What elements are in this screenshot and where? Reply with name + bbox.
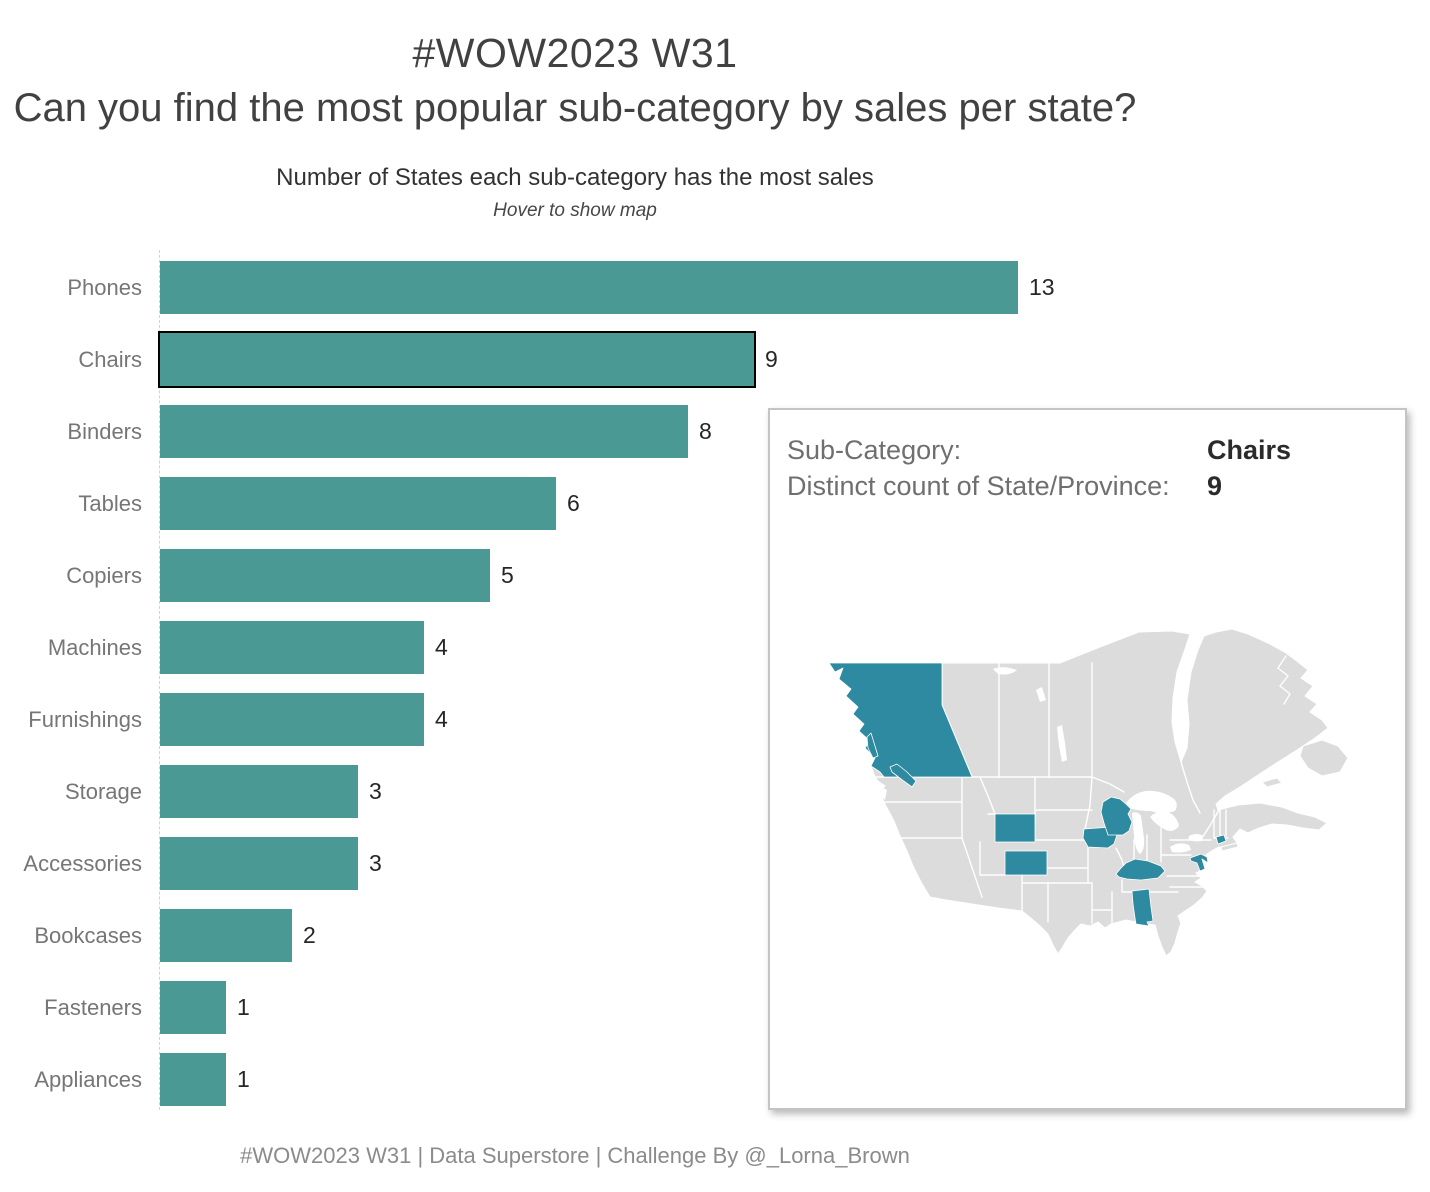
- page-title: #WOW2023 W31: [412, 30, 738, 76]
- bar-machines[interactable]: [160, 621, 424, 674]
- bar-fasteners[interactable]: [160, 981, 226, 1034]
- bar-row: Chairs 9: [0, 331, 1430, 388]
- map-region-british-columbia: [828, 662, 973, 778]
- category-label: Phones: [67, 274, 142, 300]
- map-region-wyoming: [994, 813, 1036, 843]
- value-label: 3: [369, 778, 382, 804]
- tooltip-row: Sub-Category: Chairs: [787, 432, 1395, 468]
- bar-row: Machines 4: [0, 621, 1430, 674]
- bar-row: Binders 8: [0, 405, 1430, 458]
- axis-baseline: [159, 250, 160, 1110]
- map-island-anticosti: [1261, 777, 1283, 788]
- bar-appliances[interactable]: [160, 1053, 226, 1106]
- map-region-alabama: [1131, 888, 1154, 927]
- value-label: 5: [501, 562, 514, 588]
- bar-row: Storage 3: [0, 765, 1430, 818]
- map-region-wisconsin: [1100, 796, 1133, 836]
- footer-caption: #WOW2023 W31 | Data Superstore | Challen…: [240, 1143, 910, 1168]
- category-label: Copiers: [66, 562, 142, 588]
- map-region-kentucky: [1115, 858, 1166, 881]
- value-label: 6: [567, 490, 580, 516]
- bar-accessories[interactable]: [160, 837, 358, 890]
- value-label: 8: [699, 418, 712, 444]
- category-label: Storage: [64, 778, 142, 804]
- map-region-vancouver-island: [889, 763, 917, 788]
- bar-furnishings[interactable]: [160, 693, 424, 746]
- value-label: 4: [435, 706, 448, 732]
- category-label: Machines: [47, 634, 142, 660]
- lake-reindeer: [1036, 687, 1046, 702]
- value-label: 9: [765, 346, 778, 372]
- map-region-colorado: [1004, 850, 1048, 876]
- north-america-map: [828, 628, 1349, 957]
- bar-copiers[interactable]: [160, 549, 490, 602]
- map-region-connecticut: [1215, 834, 1227, 845]
- bar-row: Fasteners 1: [0, 981, 1430, 1034]
- lake-michigan: [1132, 812, 1145, 854]
- bar-row: Appliances 1: [0, 1053, 1430, 1106]
- tooltip-value: 9: [1207, 470, 1223, 501]
- bar-row: Tables 6: [0, 477, 1430, 530]
- bar-row: Furnishings 4: [0, 693, 1430, 746]
- category-label: Binders: [67, 418, 142, 444]
- value-label: 13: [1029, 274, 1055, 300]
- lake-huron: [1150, 811, 1179, 831]
- tooltip-label: Sub-Category:: [787, 434, 962, 465]
- category-label: Appliances: [34, 1066, 142, 1092]
- bar-row: Accessories 3: [0, 837, 1430, 890]
- tooltip-value: Chairs: [1207, 434, 1292, 465]
- map-island-newfoundland: [1299, 739, 1349, 777]
- tooltip-label: Distinct count of State/Province:: [787, 470, 1170, 501]
- bar-row: Copiers 5: [0, 549, 1430, 602]
- value-label: 2: [303, 922, 316, 948]
- lake-superior: [1124, 790, 1177, 813]
- category-label: Chairs: [78, 346, 142, 372]
- bar-row: Phones 13: [0, 261, 1430, 314]
- bar-storage[interactable]: [160, 765, 358, 818]
- chart-title: Number of States each sub-category has t…: [276, 164, 874, 191]
- bar-binders[interactable]: [160, 405, 688, 458]
- map-region-maryland: [1189, 853, 1209, 872]
- page-subtitle: Can you find the most popular sub-catego…: [13, 86, 1137, 130]
- bar-bookcases[interactable]: [160, 909, 292, 962]
- bar-tables[interactable]: [160, 477, 556, 530]
- map-region-haida-gwaii: [866, 732, 879, 759]
- value-label: 3: [369, 850, 382, 876]
- map-tooltip: Sub-Category: Chairs Distinct count of Sta…: [768, 408, 1407, 1110]
- map-island-long-island: [1220, 842, 1239, 852]
- tooltip-row: Distinct count of State/Province: 9: [787, 468, 1395, 504]
- category-label: Fasteners: [44, 994, 142, 1020]
- category-label: Furnishings: [28, 706, 142, 732]
- category-label: Tables: [78, 490, 142, 516]
- lake-winnipeg: [1057, 725, 1067, 762]
- chart-instruction: Hover to show map: [493, 200, 657, 221]
- value-label: 4: [435, 634, 448, 660]
- us-state-borders: [882, 776, 1229, 924]
- map-landmass: [828, 628, 1329, 957]
- bar-phones[interactable]: [160, 261, 1018, 314]
- category-label: Accessories: [23, 850, 142, 876]
- lake-erie: [1170, 843, 1191, 853]
- value-label: 1: [237, 994, 250, 1020]
- value-label: 1: [237, 1066, 250, 1092]
- bar-chairs[interactable]: [158, 331, 756, 388]
- category-label: Bookcases: [34, 922, 142, 948]
- puget-sound: [880, 787, 887, 800]
- bar-row: Bookcases 2: [0, 909, 1430, 962]
